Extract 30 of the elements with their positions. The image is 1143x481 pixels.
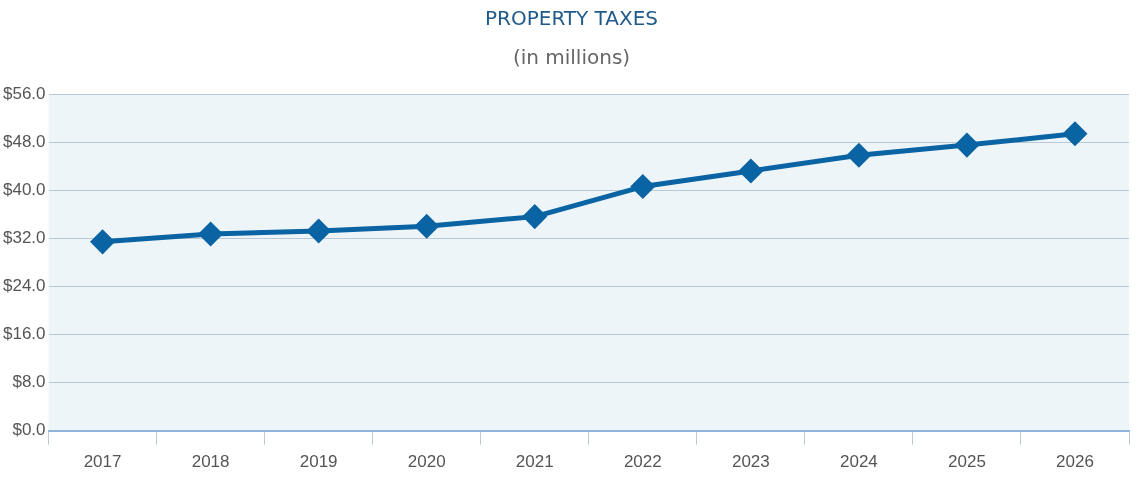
- x-tick-label: 2021: [515, 452, 554, 472]
- x-tick-label: 2019: [299, 452, 338, 472]
- point: [847, 143, 871, 167]
- point: [307, 219, 331, 243]
- point: [631, 175, 655, 199]
- chart-title: PROPERTY TAXES: [484, 6, 659, 30]
- x-tick-label: 2018: [191, 452, 230, 472]
- point: [1063, 122, 1087, 146]
- chart-subtitle: (in millions): [511, 45, 632, 69]
- y-tick-label: $32.0: [2, 227, 46, 247]
- point: [91, 230, 115, 254]
- point: [739, 159, 763, 183]
- x-tick-label: 2025: [948, 452, 986, 472]
- y-tick-label: $0.0: [12, 420, 46, 440]
- y-tick-label: $48.0: [2, 131, 46, 151]
- point: [199, 222, 223, 246]
- x-tick-label: 2026: [1056, 452, 1094, 472]
- point: [415, 214, 439, 238]
- y-tick-label: $56.0: [2, 83, 46, 103]
- x-tick-label: 2020: [407, 452, 446, 472]
- point: [955, 133, 979, 157]
- y-tick-label: $8.0: [12, 372, 46, 392]
- x-tick-label: 2022: [623, 452, 662, 472]
- y-tick-label: $24.0: [2, 276, 46, 296]
- x-tick-label: 2024: [839, 452, 878, 472]
- y-tick-label: $16.0: [2, 324, 46, 344]
- point: [523, 205, 547, 229]
- x-tick-label: 2023: [731, 452, 770, 472]
- x-tick-label: 2017: [83, 452, 122, 472]
- y-tick-label: $40.0: [2, 179, 46, 199]
